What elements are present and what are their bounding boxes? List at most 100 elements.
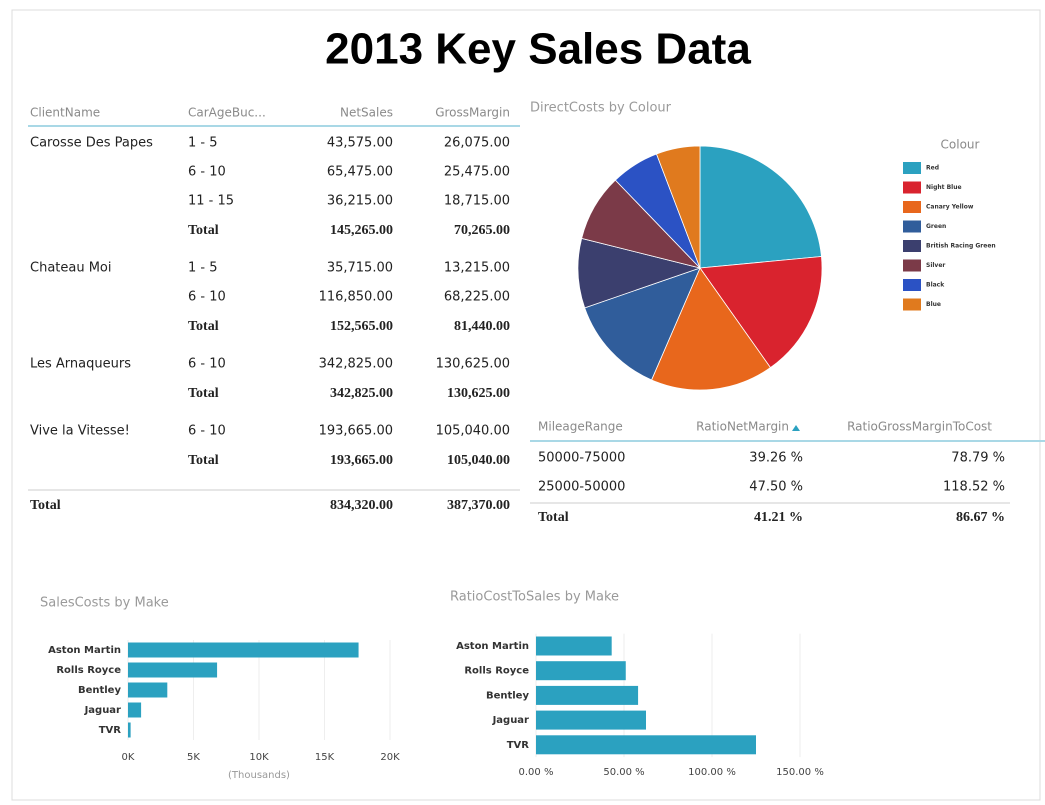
legend-swatch bbox=[903, 220, 921, 233]
table-cell: 193,665.00 bbox=[319, 424, 393, 439]
table-cell: 105,040.00 bbox=[436, 424, 510, 439]
grand-total-cell: 834,320.00 bbox=[330, 498, 393, 513]
pie-slice bbox=[651, 267, 772, 391]
legend-label: Green bbox=[926, 223, 946, 230]
bar bbox=[128, 662, 218, 678]
table-cell: 43,575.00 bbox=[327, 136, 393, 151]
table-cell: 1 - 5 bbox=[188, 136, 218, 151]
column-header: RatioNetMargin bbox=[696, 420, 789, 434]
total-cell: 86.67 % bbox=[956, 510, 1005, 525]
table-cell: 39.26 % bbox=[749, 451, 803, 466]
bar bbox=[536, 636, 612, 656]
column-header: GrossMargin bbox=[435, 106, 510, 120]
table-cell: 35,715.00 bbox=[327, 261, 393, 276]
table-cell: 6 - 10 bbox=[188, 424, 226, 439]
subtotal-cell: Total bbox=[188, 453, 219, 468]
legend-swatch bbox=[903, 201, 921, 213]
x-axis-label: (Thousands) bbox=[228, 770, 290, 781]
subtotal-cell: 81,440.00 bbox=[454, 319, 510, 334]
y-tick-label: TVR bbox=[99, 725, 122, 736]
table-cell: 36,215.00 bbox=[327, 194, 393, 209]
bar bbox=[536, 710, 646, 730]
grand-total-cell: Total bbox=[30, 498, 61, 513]
frame bbox=[11, 9, 1041, 801]
table-cell: 47.50 % bbox=[749, 480, 803, 495]
table-cell: 13,215.00 bbox=[444, 261, 510, 276]
x-tick-label: 50.00 % bbox=[603, 767, 644, 778]
table-cell: 65,475.00 bbox=[327, 165, 393, 180]
bar bbox=[128, 642, 359, 658]
client-name: Carosse Des Papes bbox=[30, 136, 153, 151]
x-tick-label: 100.00 % bbox=[688, 767, 736, 778]
column-header: NetSales bbox=[340, 106, 393, 120]
y-tick-label: Aston Martin bbox=[456, 641, 529, 652]
x-tick-label: 0K bbox=[122, 752, 135, 763]
subtotal-cell: 152,565.00 bbox=[330, 319, 393, 334]
subtotal-cell: Total bbox=[188, 223, 219, 238]
x-tick-label: 20K bbox=[380, 752, 400, 763]
sort-indicator[interactable] bbox=[792, 425, 800, 431]
legend-swatch bbox=[903, 259, 921, 272]
table-cell: 18,715.00 bbox=[444, 194, 510, 209]
column-header: RatioGrossMarginToCost bbox=[847, 420, 992, 434]
pie-slice bbox=[656, 145, 701, 269]
table-cell: 1 - 5 bbox=[188, 261, 218, 276]
table-cell: 6 - 10 bbox=[188, 165, 226, 180]
legend-label: Silver bbox=[926, 262, 945, 269]
legend-swatch bbox=[903, 181, 921, 194]
subtotal-cell: 130,625.00 bbox=[447, 386, 510, 401]
y-tick-label: Bentley bbox=[486, 690, 530, 701]
y-tick-label: Jaguar bbox=[492, 715, 529, 726]
legend-swatch bbox=[903, 162, 921, 174]
y-tick-label: Aston Martin bbox=[48, 645, 121, 656]
table-cell: 342,825.00 bbox=[319, 357, 393, 372]
bar bbox=[128, 722, 131, 738]
table-cell: 26,075.00 bbox=[444, 136, 510, 151]
subtotal-cell: Total bbox=[188, 319, 219, 334]
total-cell: Total bbox=[538, 510, 569, 525]
bar bbox=[536, 661, 626, 681]
bar bbox=[536, 685, 639, 705]
subtotal-cell: 70,265.00 bbox=[454, 223, 510, 238]
chart-title: DirectCosts by Colour bbox=[530, 101, 672, 116]
legend-swatch bbox=[903, 240, 921, 252]
legend-label: Night Blue bbox=[926, 184, 962, 191]
page-title: 2013 Key Sales Data bbox=[325, 25, 751, 74]
table-cell: 50000-75000 bbox=[538, 451, 625, 466]
legend-label: British Racing Green bbox=[926, 243, 996, 250]
chart-title: RatioCostToSales by Make bbox=[450, 590, 619, 605]
table-cell: 116,850.00 bbox=[319, 290, 393, 305]
table-cell: 25000-50000 bbox=[538, 480, 625, 495]
client-name: Chateau Moi bbox=[30, 261, 112, 276]
y-tick-label: Rolls Royce bbox=[464, 666, 529, 677]
subtotal-cell: 145,265.00 bbox=[330, 223, 393, 238]
table-cell: 130,625.00 bbox=[436, 357, 510, 372]
legend-swatch bbox=[903, 279, 921, 291]
total-cell: 41.21 % bbox=[754, 510, 803, 525]
pie-slice bbox=[699, 145, 822, 269]
subtotal-cell: Total bbox=[188, 386, 219, 401]
bar bbox=[128, 682, 168, 698]
x-tick-label: 10K bbox=[249, 752, 269, 763]
grand-total-cell: 387,370.00 bbox=[447, 498, 510, 513]
table-cell: 6 - 10 bbox=[188, 357, 226, 372]
table-cell: 118.52 % bbox=[943, 480, 1005, 495]
chart-title: SalesCosts by Make bbox=[40, 596, 169, 611]
subtotal-cell: 193,665.00 bbox=[330, 453, 393, 468]
column-header: ClientName bbox=[30, 106, 100, 120]
legend-label: Black bbox=[926, 282, 945, 289]
pie-slice bbox=[699, 256, 823, 369]
client-name: Vive la Vitesse! bbox=[30, 424, 130, 439]
table-cell: 25,475.00 bbox=[444, 165, 510, 180]
x-tick-label: 15K bbox=[315, 752, 335, 763]
table-cell: 6 - 10 bbox=[188, 290, 226, 305]
table-cell: 68,225.00 bbox=[444, 290, 510, 305]
y-tick-label: Jaguar bbox=[84, 705, 121, 716]
legend-label: Red bbox=[926, 165, 939, 172]
y-tick-label: TVR bbox=[507, 740, 530, 751]
x-tick-label: 5K bbox=[187, 752, 200, 763]
subtotal-cell: 105,040.00 bbox=[447, 453, 510, 468]
y-tick-label: Rolls Royce bbox=[56, 665, 121, 676]
column-header: MileageRange bbox=[538, 420, 623, 434]
